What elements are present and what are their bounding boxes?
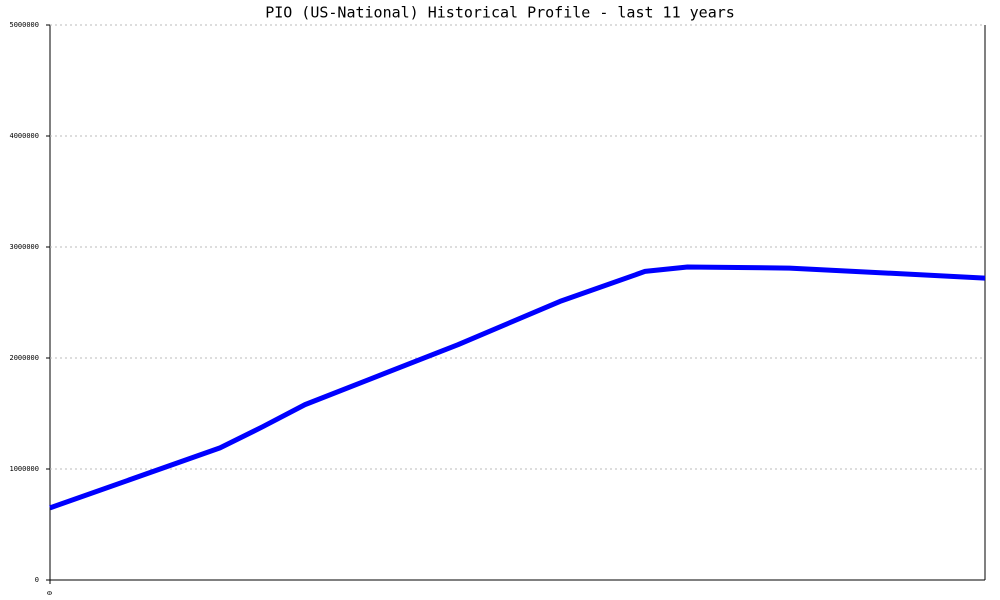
y-tick-label: 3000000 — [9, 243, 39, 251]
data-line — [49, 264, 986, 511]
y-tick-label: 0 — [35, 576, 39, 584]
y-tick-label: 5000000 — [9, 21, 39, 29]
y-tick-label: 4000000 — [9, 132, 39, 140]
x-tick-label: 0 — [46, 591, 54, 595]
y-tick-label: 1000000 — [9, 465, 39, 473]
chart-title: PIO (US-National) Historical Profile - l… — [265, 4, 735, 22]
y-tick-label: 2000000 — [9, 354, 39, 362]
